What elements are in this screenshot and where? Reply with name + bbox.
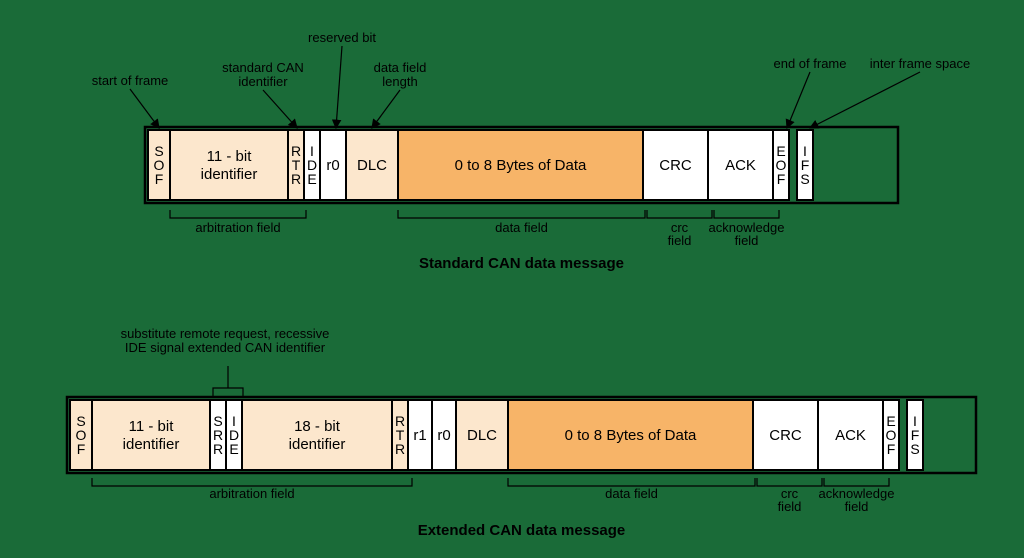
anno-arrow bbox=[372, 90, 400, 128]
cell-id11 bbox=[170, 130, 288, 200]
bracket bbox=[647, 210, 712, 218]
cell-label-id18: 18 - bit bbox=[294, 418, 341, 435]
cell-label-ide: E bbox=[229, 441, 238, 457]
cell-label-data: 0 to 8 Bytes of Data bbox=[565, 427, 697, 444]
bracket bbox=[757, 478, 822, 486]
bracket bbox=[824, 478, 889, 486]
anno-label: data field bbox=[374, 60, 427, 75]
bracket-label: arbitration field bbox=[209, 486, 294, 501]
anno-arrow bbox=[336, 46, 342, 128]
cell-label-ack: ACK bbox=[835, 427, 866, 444]
bracket-label: field bbox=[778, 499, 802, 514]
cell-id18 bbox=[242, 400, 392, 470]
cell-label-r0: r0 bbox=[437, 427, 450, 444]
bracket-label: data field bbox=[495, 220, 548, 235]
cell-label-ack: ACK bbox=[725, 157, 756, 174]
cell-label-dlc: DLC bbox=[357, 157, 387, 174]
cell-label-id11: identifier bbox=[201, 166, 258, 183]
bracket-label: field bbox=[845, 499, 869, 514]
cell-label-data: 0 to 8 Bytes of Data bbox=[455, 157, 587, 174]
cell-label-ifs: S bbox=[910, 441, 919, 457]
cell-label-id11: 11 - bit bbox=[129, 418, 175, 435]
cell-label-crc: CRC bbox=[659, 157, 692, 174]
cell-label-eof: F bbox=[777, 171, 786, 187]
bracket bbox=[714, 210, 779, 218]
cell-label-id18: identifier bbox=[289, 436, 346, 453]
cell-label-r1: r1 bbox=[413, 427, 426, 444]
cell-label-crc: CRC bbox=[769, 427, 802, 444]
cell-label-sof: F bbox=[155, 171, 164, 187]
cell-label-ifs: S bbox=[800, 171, 809, 187]
bracket bbox=[398, 210, 645, 218]
anno-label: IDE signal extended CAN identifier bbox=[125, 340, 326, 355]
bracket-label: field bbox=[735, 233, 759, 248]
cell-label-rtr: R bbox=[395, 441, 405, 457]
bracket bbox=[508, 478, 755, 486]
cell-label-id11: 11 - bit bbox=[207, 148, 253, 165]
anno-arrow bbox=[810, 72, 920, 128]
anno-label: inter frame space bbox=[870, 56, 970, 71]
cell-label-dlc: DLC bbox=[467, 427, 497, 444]
anno-label: end of frame bbox=[774, 56, 847, 71]
can-frame-diagram: SOF11 - bitidentifierRTRIDEr0DLC0 to 8 B… bbox=[0, 0, 1024, 558]
bracket-label: arbitration field bbox=[195, 220, 280, 235]
frame-row: SOF11 - bitidentifierSRRIDE18 - bitident… bbox=[67, 326, 976, 539]
cell-label-sof: F bbox=[77, 441, 86, 457]
anno-label: length bbox=[382, 74, 417, 89]
anno-label: reserved bit bbox=[308, 30, 376, 45]
cell-label-rtr: R bbox=[291, 171, 301, 187]
bracket-label: data field bbox=[605, 486, 658, 501]
cell-label-id11: identifier bbox=[123, 436, 180, 453]
cell-label-r0: r0 bbox=[326, 157, 339, 174]
cell-id11 bbox=[92, 400, 210, 470]
anno-arrow bbox=[787, 72, 810, 128]
anno-arrow bbox=[263, 90, 297, 128]
anno-label: start of frame bbox=[92, 73, 169, 88]
anno-label: identifier bbox=[238, 74, 288, 89]
frame-caption: Standard CAN data message bbox=[419, 255, 624, 272]
anno-label: substitute remote request, recessive bbox=[121, 326, 330, 341]
cell-label-eof: F bbox=[887, 441, 896, 457]
bracket bbox=[92, 478, 412, 486]
bracket-label: field bbox=[668, 233, 692, 248]
anno-label: standard CAN bbox=[222, 60, 304, 75]
cell-label-ide: E bbox=[307, 171, 316, 187]
anno-arrow bbox=[130, 89, 159, 128]
cell-label-srr: R bbox=[213, 441, 223, 457]
bracket bbox=[170, 210, 306, 218]
frame-row: SOF11 - bitidentifierRTRIDEr0DLC0 to 8 B… bbox=[92, 30, 971, 272]
frame-caption: Extended CAN data message bbox=[418, 522, 626, 539]
